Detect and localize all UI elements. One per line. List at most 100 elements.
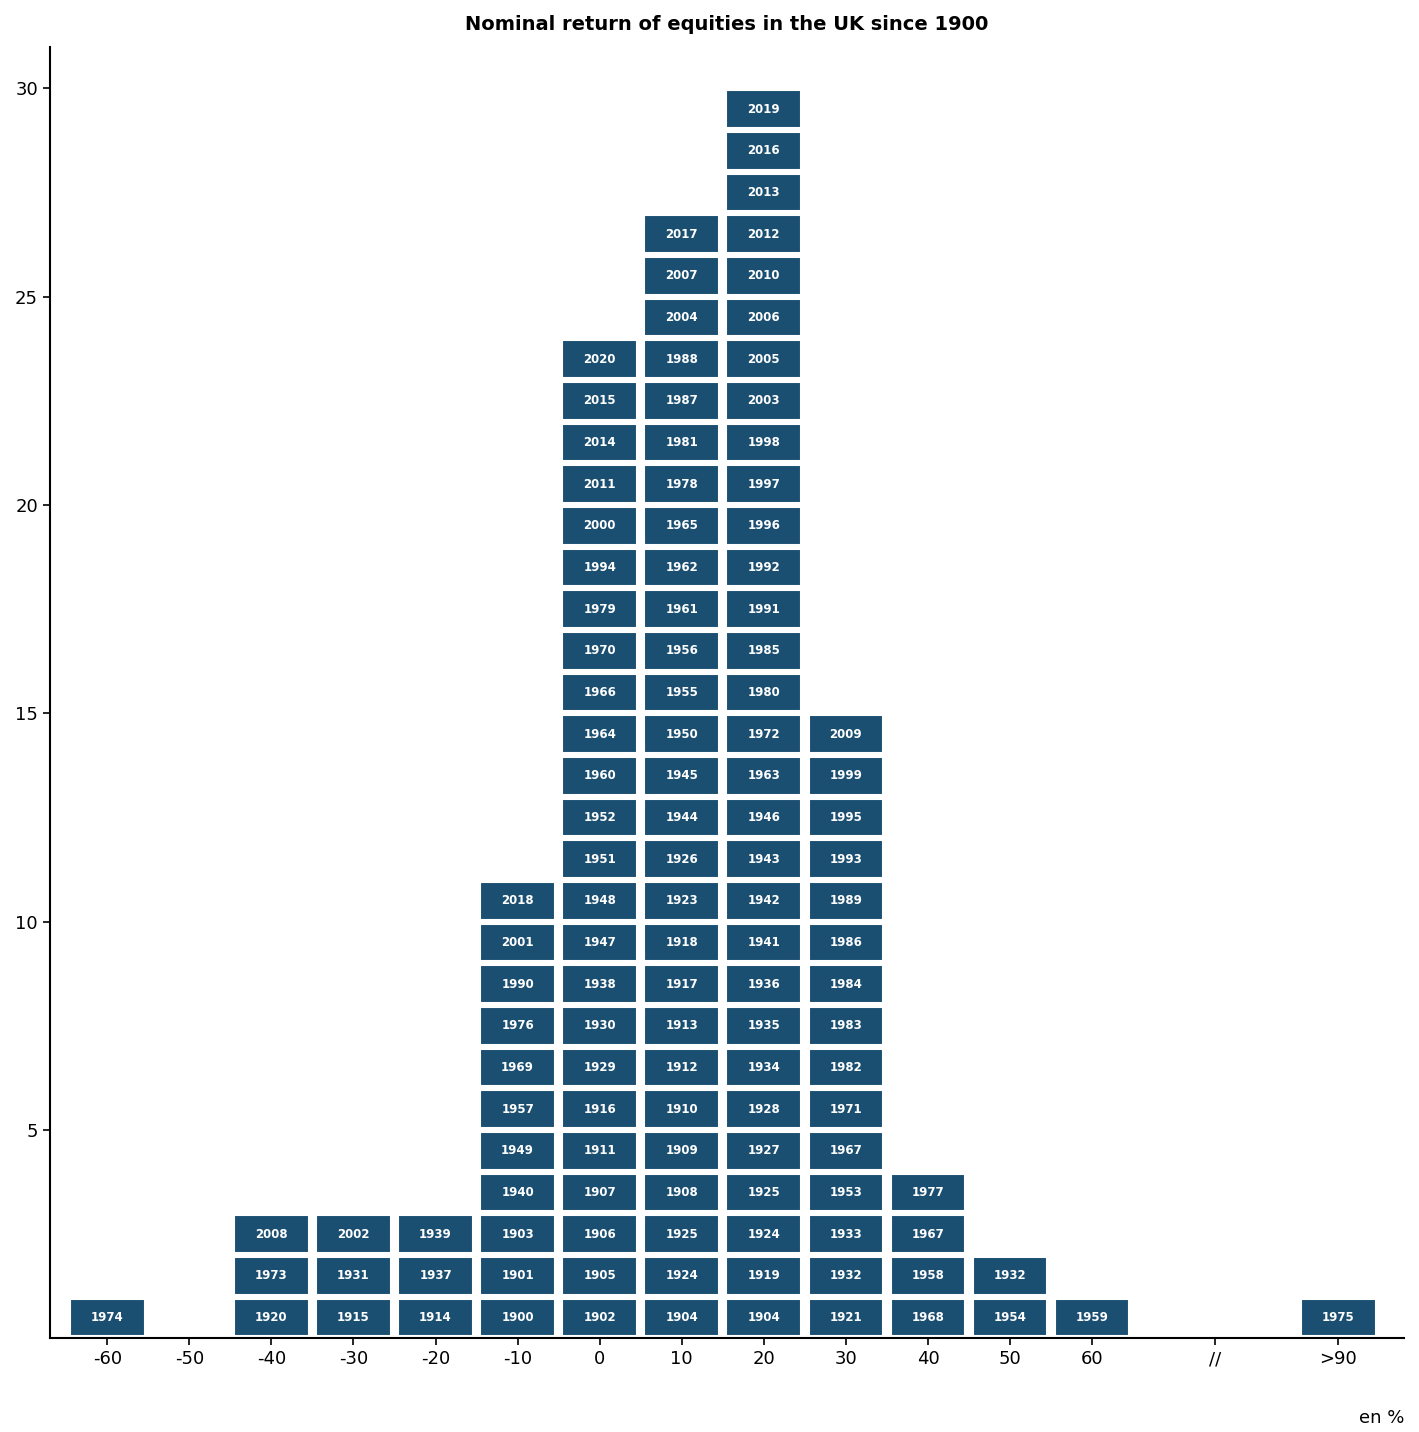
FancyBboxPatch shape (562, 924, 637, 961)
FancyBboxPatch shape (562, 507, 637, 544)
Text: 1950: 1950 (666, 727, 698, 740)
FancyBboxPatch shape (727, 632, 802, 670)
Text: 1984: 1984 (830, 978, 863, 991)
Text: 1934: 1934 (748, 1061, 780, 1074)
Text: 1946: 1946 (748, 811, 780, 823)
FancyBboxPatch shape (644, 1257, 719, 1295)
FancyBboxPatch shape (727, 132, 802, 169)
FancyBboxPatch shape (644, 1090, 719, 1128)
FancyBboxPatch shape (891, 1216, 965, 1253)
FancyBboxPatch shape (727, 1133, 802, 1170)
FancyBboxPatch shape (727, 341, 802, 378)
Text: 1916: 1916 (583, 1103, 616, 1116)
Title: Nominal return of equities in the UK since 1900: Nominal return of equities in the UK sin… (465, 14, 989, 34)
Text: 1907: 1907 (583, 1186, 616, 1199)
FancyBboxPatch shape (562, 716, 637, 753)
Text: 1999: 1999 (830, 769, 863, 782)
Text: 1967: 1967 (911, 1227, 945, 1240)
FancyBboxPatch shape (809, 841, 883, 878)
FancyBboxPatch shape (644, 590, 719, 627)
Text: 1963: 1963 (748, 769, 780, 782)
Text: 1913: 1913 (666, 1020, 698, 1032)
FancyBboxPatch shape (727, 882, 802, 919)
FancyBboxPatch shape (234, 1216, 309, 1253)
Text: 1973: 1973 (255, 1269, 288, 1282)
Text: 1914: 1914 (419, 1312, 451, 1325)
Text: 1958: 1958 (911, 1269, 945, 1282)
Text: 1985: 1985 (748, 644, 780, 657)
Text: 1967: 1967 (830, 1144, 863, 1157)
FancyBboxPatch shape (562, 1216, 637, 1253)
Text: 1996: 1996 (748, 520, 780, 533)
Text: 1988: 1988 (666, 352, 698, 365)
FancyBboxPatch shape (809, 1007, 883, 1044)
FancyBboxPatch shape (644, 465, 719, 503)
Text: 1980: 1980 (748, 686, 780, 699)
FancyBboxPatch shape (972, 1257, 1047, 1295)
Text: 1900: 1900 (501, 1312, 534, 1325)
FancyBboxPatch shape (234, 1257, 309, 1295)
Text: 1972: 1972 (748, 727, 780, 740)
FancyBboxPatch shape (480, 1257, 555, 1295)
Text: 1915: 1915 (338, 1312, 370, 1325)
Text: 1923: 1923 (666, 895, 698, 908)
FancyBboxPatch shape (809, 1299, 883, 1336)
FancyBboxPatch shape (562, 548, 637, 586)
FancyBboxPatch shape (399, 1299, 473, 1336)
FancyBboxPatch shape (727, 1174, 802, 1211)
Text: 1966: 1966 (583, 686, 616, 699)
Text: 1908: 1908 (666, 1186, 698, 1199)
Text: 2013: 2013 (748, 186, 780, 199)
Text: 1932: 1932 (830, 1269, 863, 1282)
Text: 1976: 1976 (501, 1020, 534, 1032)
FancyBboxPatch shape (480, 1216, 555, 1253)
FancyBboxPatch shape (1301, 1299, 1375, 1336)
Text: 1990: 1990 (501, 978, 534, 991)
Text: 1997: 1997 (748, 478, 780, 491)
FancyBboxPatch shape (809, 799, 883, 836)
Text: 1911: 1911 (583, 1144, 616, 1157)
Text: 1924: 1924 (748, 1227, 780, 1240)
FancyBboxPatch shape (480, 1090, 555, 1128)
Text: 1931: 1931 (338, 1269, 370, 1282)
FancyBboxPatch shape (809, 882, 883, 919)
FancyBboxPatch shape (644, 882, 719, 919)
FancyBboxPatch shape (727, 465, 802, 503)
Text: 1928: 1928 (748, 1103, 780, 1116)
FancyBboxPatch shape (399, 1216, 473, 1253)
Text: 1943: 1943 (748, 852, 780, 866)
FancyBboxPatch shape (809, 716, 883, 753)
FancyBboxPatch shape (891, 1299, 965, 1336)
FancyBboxPatch shape (809, 1174, 883, 1211)
Text: 1954: 1954 (993, 1312, 1026, 1325)
FancyBboxPatch shape (644, 841, 719, 878)
Text: 1944: 1944 (666, 811, 698, 823)
FancyBboxPatch shape (399, 1257, 473, 1295)
FancyBboxPatch shape (480, 924, 555, 961)
FancyBboxPatch shape (727, 382, 802, 420)
Text: 1978: 1978 (666, 478, 698, 491)
FancyBboxPatch shape (727, 548, 802, 586)
Text: 1965: 1965 (666, 520, 698, 533)
FancyBboxPatch shape (727, 924, 802, 961)
FancyBboxPatch shape (727, 424, 802, 461)
FancyBboxPatch shape (480, 1133, 555, 1170)
Text: 1975: 1975 (1323, 1312, 1355, 1325)
FancyBboxPatch shape (316, 1216, 390, 1253)
FancyBboxPatch shape (562, 632, 637, 670)
FancyBboxPatch shape (70, 1299, 145, 1336)
Text: 1902: 1902 (583, 1312, 616, 1325)
Text: 1947: 1947 (583, 937, 616, 949)
FancyBboxPatch shape (562, 590, 637, 627)
FancyBboxPatch shape (727, 1007, 802, 1044)
Text: 1969: 1969 (501, 1061, 534, 1074)
FancyBboxPatch shape (727, 258, 802, 295)
Text: 2006: 2006 (748, 311, 780, 324)
FancyBboxPatch shape (234, 1299, 309, 1336)
Text: 1935: 1935 (748, 1020, 780, 1032)
Text: 2015: 2015 (583, 394, 616, 407)
Text: 1986: 1986 (830, 937, 863, 949)
Text: en %: en % (1358, 1409, 1403, 1428)
FancyBboxPatch shape (644, 758, 719, 795)
FancyBboxPatch shape (727, 299, 802, 337)
